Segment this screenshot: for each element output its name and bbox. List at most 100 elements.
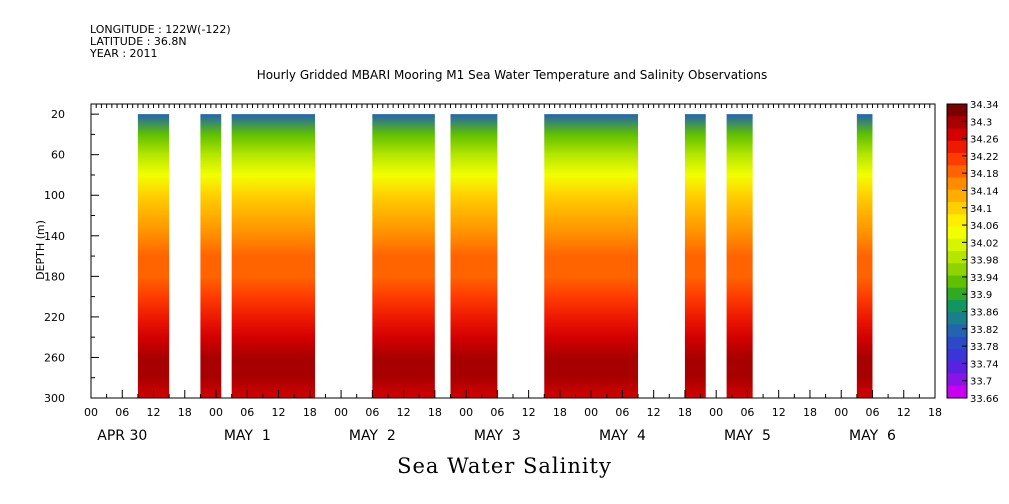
colorbar-swatch [947, 287, 967, 301]
x-hour-label: 00 [709, 406, 723, 419]
colorbar-swatch [947, 349, 967, 362]
y-tick-label: 260 [44, 351, 65, 364]
colorbar-swatch [947, 177, 967, 191]
data-segment-9 [856, 114, 873, 398]
chart-subtitle: Sea Water Salinity [397, 454, 612, 478]
data-segment-8 [726, 114, 753, 398]
colorbar-swatch [947, 251, 967, 264]
colorbar-swatch [947, 214, 967, 227]
colorbar-swatch [947, 373, 967, 387]
x-hour-label: 06 [865, 406, 879, 419]
colorbar-label: 33.66 [970, 394, 999, 405]
colorbar-swatch [947, 238, 967, 252]
x-hour-label: 18 [928, 406, 942, 419]
colorbar-label: 33.9 [970, 290, 992, 301]
x-hour-label: 12 [272, 406, 286, 419]
colorbar-swatch [947, 140, 967, 154]
y-tick-label: 220 [44, 311, 65, 324]
x-hour-label: 06 [240, 406, 254, 419]
colorbar-label: 34.06 [970, 221, 999, 232]
x-hour-label: 18 [678, 406, 692, 419]
x-day-label: MAY 2 [349, 428, 396, 444]
y-tick-label: 300 [44, 392, 65, 405]
colorbar: 34.34 34.3 34.26 34.22 34.18 34.14 34.1 34.06 34… [946, 100, 999, 405]
x-day-label: MAY 3 [474, 428, 521, 444]
x-hour-label: 12 [522, 406, 536, 419]
x-day-label: MAY 5 [724, 428, 771, 444]
y-axis-label: DEPTH (m) [34, 220, 47, 280]
colorbar-swatch [947, 385, 967, 399]
x-hour-label: 12 [772, 406, 786, 419]
x-hour-label: 12 [147, 406, 161, 419]
colorbar-label: 34.34 [970, 100, 999, 111]
x-hour-label: 06 [115, 406, 129, 419]
y-tick-label: 140 [44, 230, 65, 243]
colorbar-label: 33.86 [970, 308, 999, 319]
x-hour-label: 06 [615, 406, 629, 419]
colorbar-swatch [947, 275, 967, 289]
colorbar-swatch [947, 226, 967, 240]
x-axis: 00 06 12 18 00 06 12 18 00 06 12 18 00 06 12 18 00 06 12 18… [84, 104, 942, 444]
x-hour-label: 00 [584, 406, 598, 419]
data-segment-3 [231, 114, 316, 398]
colorbar-swatch [947, 165, 967, 178]
colorbar-swatch [947, 116, 967, 129]
colorbar-label: 33.82 [970, 325, 999, 336]
colorbar-label: 34.26 [970, 135, 999, 146]
y-tick-label: 100 [44, 189, 65, 202]
colorbar-label: 33.78 [970, 342, 999, 353]
colorbar-label: 34.02 [970, 238, 999, 249]
y-tick-label: 20 [51, 108, 65, 121]
colorbar-label: 34.18 [970, 169, 999, 180]
x-hour-label: 06 [365, 406, 379, 419]
colorbar-label: 34.14 [970, 186, 999, 197]
x-hour-label: 18 [803, 406, 817, 419]
colorbar-swatch [947, 153, 967, 166]
data-segments [137, 114, 873, 398]
colorbar-swatch [947, 324, 967, 338]
data-segment-6 [544, 114, 639, 398]
colorbar-label: 33.7 [970, 377, 992, 388]
year-label: YEAR : 2011 [90, 47, 158, 60]
x-hour-label: 18 [178, 406, 192, 419]
x-hour-label: 12 [397, 406, 411, 419]
colorbar-label: 33.74 [970, 359, 999, 370]
colorbar-swatch [947, 202, 967, 215]
colorbar-label: 33.98 [970, 256, 999, 267]
y-tick-label: 60 [51, 149, 65, 162]
x-day-label: MAY 1 [224, 428, 271, 444]
x-hour-label: 00 [84, 406, 98, 419]
data-segment-5 [450, 114, 498, 398]
latitude-label: LATITUDE : 36.8N [90, 35, 187, 48]
x-hour-label: 18 [428, 406, 442, 419]
colorbar-swatch [947, 336, 967, 350]
y-tick-label: 180 [44, 270, 65, 283]
x-hour-label: 18 [303, 406, 317, 419]
metadata-header: LONGITUDE : 122W(-122) LATITUDE : 36.8N … [90, 24, 231, 60]
colorbar-swatch [947, 312, 967, 325]
data-segment-2 [200, 114, 222, 398]
x-hour-label: 00 [834, 406, 848, 419]
colorbar-label: 34.3 [970, 117, 992, 128]
x-hour-label: 12 [647, 406, 661, 419]
colorbar-label: 34.22 [970, 152, 999, 163]
x-hour-label: 00 [459, 406, 473, 419]
colorbar-label: 33.94 [970, 273, 999, 284]
colorbar-label: 34.1 [970, 204, 992, 215]
colorbar-frame [946, 103, 968, 399]
x-hour-label: 12 [897, 406, 911, 419]
data-segment-4 [372, 114, 435, 398]
x-hour-label: 06 [490, 406, 504, 419]
x-hour-label: 18 [553, 406, 567, 419]
longitude-label: LONGITUDE : 122W(-122) [90, 23, 231, 36]
colorbar-swatch [947, 300, 967, 313]
chart-title: Hourly Gridded MBARI Mooring M1 Sea Wate… [256, 68, 768, 82]
x-day-label: APR 30 [97, 428, 147, 444]
x-hour-label: 00 [209, 406, 223, 419]
x-day-label: MAY 6 [849, 428, 896, 444]
colorbar-swatch [947, 128, 967, 142]
colorbar-swatch [947, 189, 967, 203]
x-day-label: MAY 4 [599, 428, 646, 444]
colorbar-swatch [947, 263, 967, 276]
